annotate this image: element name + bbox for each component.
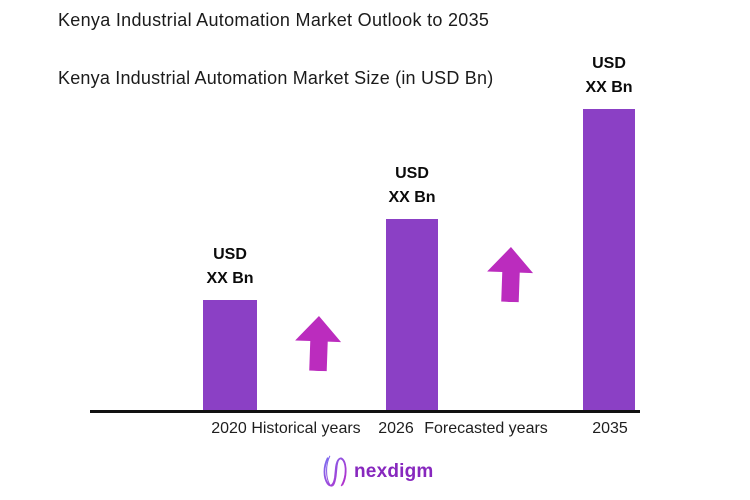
x-tick-2026: 2026 [378,420,414,437]
growth-arrow-icon [294,315,342,372]
chart-title: Kenya Industrial Automation Market Outlo… [58,10,490,30]
nexdigm-logo: nexdigm [322,452,434,492]
chart-subtitle: Kenya Industrial Automation Market Size … [58,68,494,88]
value-label-2020-line2: XX Bn [206,270,254,287]
value-label-2035: USD XX Bn [549,52,669,100]
x-axis-line [90,410,640,413]
x-tick-2035: 2035 [592,420,628,437]
bar-2026 [386,219,438,410]
value-label-2026-line2: XX Bn [388,189,436,206]
value-label-2026-line1: USD [395,165,429,182]
segment-label-historical: Historical years [251,420,361,437]
value-label-2020-line1: USD [213,246,247,263]
growth-arrow-icon [486,246,534,303]
value-label-2020: USD XX Bn [170,243,290,291]
nexdigm-logo-text: nexdigm [354,461,434,482]
segment-label-forecasted: Forecasted years [424,420,548,437]
value-label-2026: USD XX Bn [352,162,472,210]
value-label-2035-line2: XX Bn [585,79,633,96]
bar-2020 [203,300,257,410]
nexdigm-wave-n-icon [323,455,347,487]
x-tick-2020: 2020 [211,420,247,437]
bar-2035 [583,109,635,410]
value-label-2035-line1: USD [592,55,626,72]
